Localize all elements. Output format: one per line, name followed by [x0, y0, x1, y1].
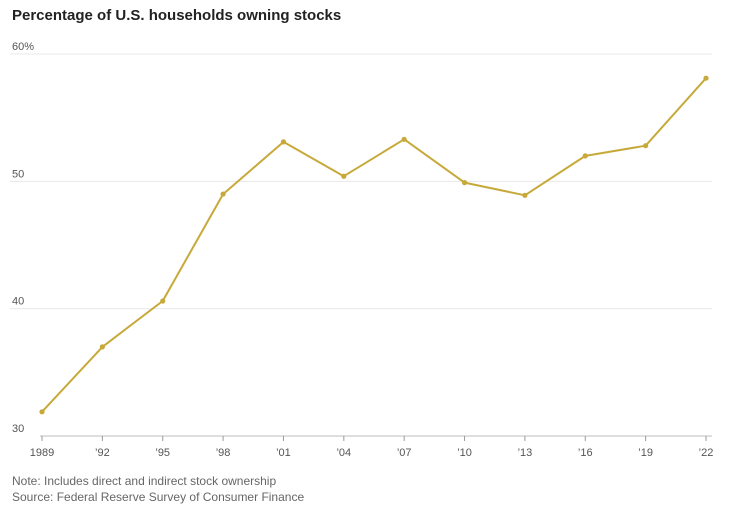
x-tick-label: ’92 — [95, 447, 110, 459]
x-tick-label: ’22 — [699, 447, 714, 459]
x-tick-label: ’98 — [216, 447, 231, 459]
y-tick-label: 30 — [12, 423, 24, 435]
x-tick-label: ’04 — [336, 447, 351, 459]
data-point — [522, 192, 528, 198]
x-tick-label: ’07 — [397, 447, 412, 459]
x-tick-label: ’13 — [518, 447, 533, 459]
y-tick-label: 50 — [12, 168, 24, 180]
data-point — [703, 75, 709, 81]
data-point — [582, 153, 588, 159]
x-tick-label: ’01 — [276, 447, 291, 459]
chart-note: Note: Includes direct and indirect stock… — [12, 474, 277, 488]
y-axis-ticks: 30 40 50 60% — [12, 41, 34, 435]
x-tick-label: ’19 — [638, 447, 653, 459]
y-tick-label: 60% — [12, 41, 34, 53]
data-point — [39, 409, 45, 415]
x-axis-ticks: 1989 ’92 ’95 ’98 ’01 ’04 ’07 ’10 ’13 ’16 ’19 ’22 — [30, 436, 714, 459]
data-point — [341, 173, 347, 179]
x-tick-label: ’10 — [457, 447, 472, 459]
gridlines — [10, 53, 712, 437]
series-layer — [39, 75, 709, 415]
chart-source: Source: Federal Reserve Survey of Consum… — [12, 490, 305, 504]
line-chart: 30 40 50 60% 1989 ’92 ’95 ’98 ’01 ’04 ’07 ’10 ’13 ’1… — [10, 41, 714, 459]
data-point — [160, 298, 166, 304]
x-tick-label: 1989 — [30, 447, 54, 459]
data-point — [220, 191, 226, 197]
data-point — [461, 180, 468, 186]
data-point — [280, 139, 287, 145]
data-point — [99, 344, 105, 350]
y-tick-label: 40 — [12, 296, 24, 308]
series-line — [41, 77, 707, 413]
data-point — [643, 143, 649, 149]
data-point — [401, 136, 407, 142]
x-tick-label: ’16 — [578, 447, 593, 459]
chart-title: Percentage of U.S. households owning sto… — [12, 7, 342, 24]
x-tick-label: ’95 — [155, 447, 170, 459]
